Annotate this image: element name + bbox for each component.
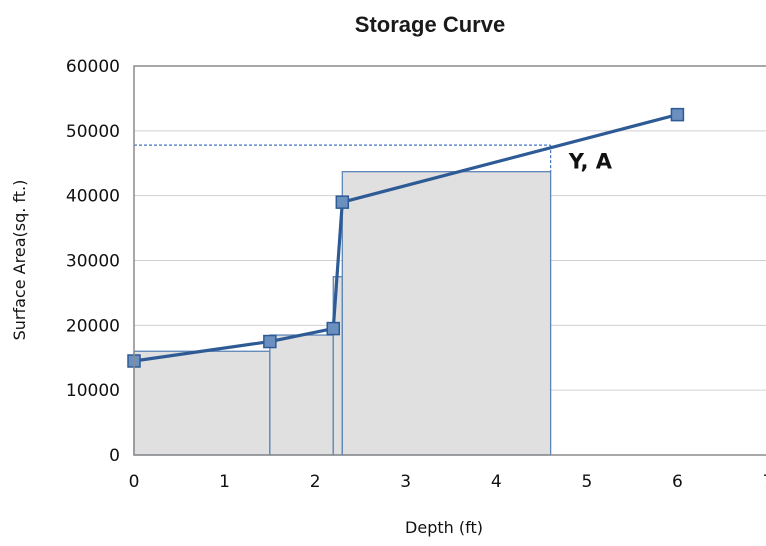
storage-rect [341,171,552,456]
x-tick-label: 3 [400,472,411,492]
x-tick-label: 7 [763,472,766,492]
x-tick-label: 2 [310,472,321,492]
y-axis-label: Surface Area(sq. ft.) [10,180,29,341]
storage-rectangles [133,171,552,456]
y-tick-label: 20000 [66,316,120,336]
x-tick-label: 6 [672,472,683,492]
x-tick-label: 0 [129,472,140,492]
x-tick-label: 1 [219,472,230,492]
y-tick-label: 40000 [66,187,120,207]
annotation-y-a: Y, A [568,149,613,173]
x-axis-label: Depth (ft) [405,518,483,537]
storage-rect [133,350,271,456]
data-point-marker [670,107,685,122]
y-tick-labels: 0 10000 20000 30000 40000 50000 60000 [66,57,120,466]
y-tick-label: 30000 [66,252,120,272]
x-tick-label: 5 [581,472,592,492]
x-tick-labels: 0 1 2 3 4 5 6 7 [129,472,766,492]
storage-rect [269,334,334,456]
data-point-marker [335,195,350,209]
x-tick-label: 4 [491,472,502,492]
plot-border [133,65,766,456]
y-tick-label: 0 [109,446,120,466]
y-tick-label: 10000 [66,381,120,401]
y-tick-label: 60000 [66,57,120,77]
chart-title: Storage Curve [355,12,505,37]
reference-lines [134,144,552,172]
data-point-marker [263,334,277,349]
data-point-marker [326,321,341,336]
y-tick-label: 50000 [66,122,120,142]
